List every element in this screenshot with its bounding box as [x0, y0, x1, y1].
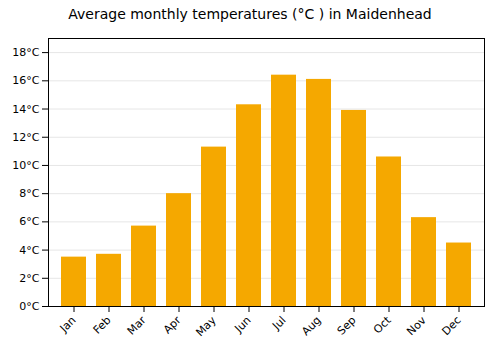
svg-text:Sep: Sep [335, 314, 359, 338]
svg-text:Aug: Aug [299, 314, 323, 338]
svg-text:18°C: 18°C [12, 46, 39, 59]
svg-text:Mar: Mar [125, 313, 149, 337]
svg-text:0°C: 0°C [19, 300, 39, 313]
svg-text:Oct: Oct [371, 313, 394, 336]
svg-text:Apr: Apr [161, 313, 184, 336]
svg-text:Nov: Nov [404, 313, 429, 338]
svg-text:Jul: Jul [269, 314, 288, 333]
svg-text:8°C: 8°C [19, 187, 39, 200]
svg-text:14°C: 14°C [12, 103, 39, 116]
svg-text:4°C: 4°C [19, 244, 39, 257]
svg-text:Dec: Dec [439, 314, 463, 338]
svg-text:12°C: 12°C [12, 131, 39, 144]
svg-text:10°C: 10°C [12, 159, 39, 172]
svg-text:2°C: 2°C [19, 272, 39, 285]
svg-text:Feb: Feb [91, 314, 114, 337]
svg-text:6°C: 6°C [19, 215, 39, 228]
svg-text:16°C: 16°C [12, 74, 39, 87]
svg-text:Jan: Jan [57, 314, 79, 336]
html-text:Average monthly temperatures (: Average monthly temperatures (°C ) in Ma… [68, 6, 432, 22]
svg-text:May: May [193, 313, 219, 339]
svg-text:Jun: Jun [232, 314, 254, 336]
